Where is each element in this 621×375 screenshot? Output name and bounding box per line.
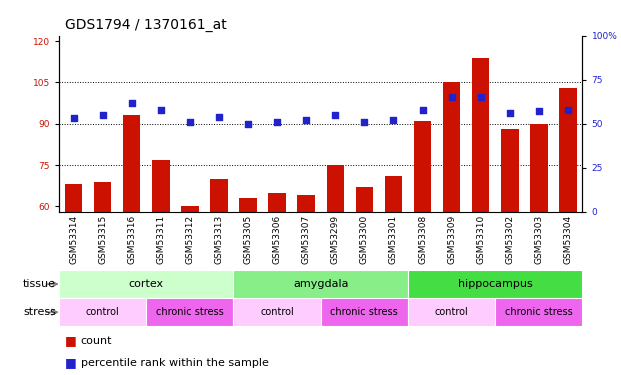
- Point: [156, 106, 166, 112]
- Text: GDS1794 / 1370161_at: GDS1794 / 1370161_at: [65, 18, 227, 32]
- Bar: [123, 116, 140, 372]
- Point: [185, 119, 195, 125]
- Bar: [233, 270, 408, 298]
- Text: GSM53308: GSM53308: [418, 215, 427, 264]
- Text: GSM53311: GSM53311: [156, 215, 165, 264]
- Bar: [211, 179, 228, 372]
- Bar: [414, 121, 431, 372]
- Bar: [472, 58, 489, 372]
- Bar: [408, 270, 582, 298]
- Point: [360, 119, 369, 125]
- Bar: [59, 270, 233, 298]
- Point: [301, 117, 311, 123]
- Text: GSM53301: GSM53301: [389, 215, 398, 264]
- Bar: [268, 193, 286, 372]
- Text: count: count: [81, 336, 112, 346]
- Text: GSM53300: GSM53300: [360, 215, 369, 264]
- Bar: [356, 187, 373, 372]
- Text: amygdala: amygdala: [293, 279, 348, 289]
- Point: [534, 108, 544, 114]
- Text: stress: stress: [23, 307, 56, 317]
- Point: [127, 100, 137, 106]
- Bar: [65, 184, 82, 372]
- Point: [417, 106, 427, 112]
- Bar: [297, 195, 315, 372]
- Text: ■: ■: [65, 334, 77, 347]
- Bar: [530, 124, 548, 372]
- Point: [505, 110, 515, 116]
- Bar: [501, 129, 519, 372]
- Point: [97, 112, 107, 118]
- Bar: [443, 82, 460, 372]
- Text: GSM53305: GSM53305: [243, 215, 253, 264]
- Bar: [59, 298, 147, 326]
- Text: ■: ■: [65, 356, 77, 369]
- Text: hippocampus: hippocampus: [458, 279, 533, 289]
- Text: GSM53307: GSM53307: [302, 215, 310, 264]
- Text: tissue: tissue: [23, 279, 56, 289]
- Text: GSM53306: GSM53306: [273, 215, 281, 264]
- Text: GSM53314: GSM53314: [69, 215, 78, 264]
- Point: [446, 94, 456, 100]
- Text: percentile rank within the sample: percentile rank within the sample: [81, 358, 269, 368]
- Bar: [152, 159, 170, 372]
- Text: control: control: [86, 307, 119, 317]
- Text: GSM53309: GSM53309: [447, 215, 456, 264]
- Text: control: control: [260, 307, 294, 317]
- Text: GSM53316: GSM53316: [127, 215, 136, 264]
- Text: GSM53315: GSM53315: [98, 215, 107, 264]
- Text: GSM53302: GSM53302: [505, 215, 514, 264]
- Text: chronic stress: chronic stress: [330, 307, 398, 317]
- Bar: [327, 165, 344, 372]
- Text: cortex: cortex: [129, 279, 164, 289]
- Point: [243, 121, 253, 127]
- Bar: [385, 176, 402, 372]
- Bar: [233, 298, 320, 326]
- Text: control: control: [435, 307, 468, 317]
- Text: chronic stress: chronic stress: [156, 307, 224, 317]
- Text: chronic stress: chronic stress: [505, 307, 573, 317]
- Text: GSM53299: GSM53299: [331, 215, 340, 264]
- Text: GSM53312: GSM53312: [186, 215, 194, 264]
- Bar: [181, 206, 199, 372]
- Bar: [495, 298, 582, 326]
- Point: [389, 117, 399, 123]
- Point: [476, 94, 486, 100]
- Bar: [320, 298, 408, 326]
- Bar: [408, 298, 496, 326]
- Bar: [94, 182, 111, 372]
- Text: GSM53310: GSM53310: [476, 215, 485, 264]
- Point: [563, 106, 573, 112]
- Point: [214, 114, 224, 120]
- Text: GSM53304: GSM53304: [563, 215, 573, 264]
- Point: [330, 112, 340, 118]
- Text: GSM53303: GSM53303: [535, 215, 543, 264]
- Point: [272, 119, 282, 125]
- Bar: [147, 298, 233, 326]
- Bar: [560, 88, 577, 372]
- Bar: [239, 198, 256, 372]
- Text: GSM53313: GSM53313: [214, 215, 224, 264]
- Point: [68, 116, 78, 122]
